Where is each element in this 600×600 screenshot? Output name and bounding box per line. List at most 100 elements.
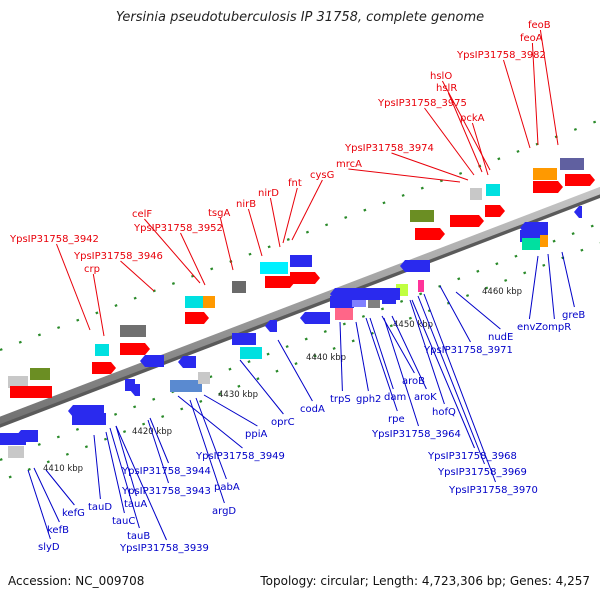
upper-gene-box	[8, 376, 28, 388]
lower-leader-line	[147, 419, 169, 484]
upper-leader-line	[503, 59, 531, 149]
lower-gene-label: aroK	[414, 392, 437, 403]
upper-gene-box	[260, 262, 288, 274]
lower-leader-line	[277, 339, 313, 402]
tick-guide-line	[0, 118, 600, 352]
upper-gene-box	[203, 296, 215, 308]
lower-gene-box	[240, 347, 262, 359]
upper-leader-line	[348, 168, 461, 183]
upper-leader-line	[447, 92, 483, 173]
lower-gene-label: kefG	[62, 508, 85, 519]
upper-gene-label: YpsIP31758_3946	[73, 251, 163, 262]
lower-leader-line	[561, 251, 575, 308]
scale-label: 4460 kbp	[482, 287, 522, 297]
upper-gene-box	[560, 158, 584, 170]
lower-leader-line	[411, 299, 475, 449]
upper-gene-label: YpsIP31758_3942	[9, 234, 99, 245]
lower-gene-arrow	[130, 384, 140, 396]
lower-leader-line	[365, 317, 398, 412]
lower-gene-label: tauA	[124, 499, 147, 510]
upper-leader-line	[471, 122, 489, 176]
upper-gene-label: YpsIP31758_3952	[133, 223, 223, 234]
lower-leader-line	[239, 359, 284, 415]
upper-gene-arrow	[415, 228, 445, 240]
upper-gene-arrow	[92, 362, 116, 374]
upper-gene-box	[470, 188, 482, 200]
lower-leader-line	[439, 285, 471, 343]
upper-gene-box	[410, 210, 434, 222]
lower-gene-box	[8, 446, 24, 458]
upper-gene-label: crp	[84, 264, 100, 275]
upper-gene-label: YpsIP31758_3974	[344, 143, 434, 154]
scale-label: 4440 kbp	[306, 353, 346, 363]
lower-leader-line	[109, 427, 140, 529]
lower-gene-label: tauB	[127, 531, 150, 542]
lower-gene-label: trpS	[330, 394, 351, 405]
lower-leader-line	[547, 253, 555, 320]
tick-guide-line	[0, 241, 600, 483]
lower-gene-box	[418, 280, 424, 292]
lower-leader-line	[417, 295, 485, 465]
upper-gene-label: feoA	[520, 33, 543, 44]
lower-gene-arrow	[16, 430, 38, 442]
upper-leader-line	[56, 243, 91, 331]
lower-gene-label: envZ	[517, 322, 542, 333]
upper-gene-box	[232, 281, 246, 293]
upper-gene-arrow	[485, 205, 505, 217]
lower-gene-box	[170, 380, 202, 392]
upper-leader-line	[219, 217, 234, 271]
lower-gene-label: dam	[384, 392, 406, 403]
lower-gene-label: kefB	[47, 525, 69, 536]
lower-gene-box	[232, 333, 256, 345]
lower-gene-label: ppiA	[245, 429, 267, 440]
upper-gene-arrow	[290, 272, 320, 284]
lower-leader-line	[27, 469, 51, 540]
upper-gene-label: hslO	[430, 71, 452, 82]
lower-leader-line	[189, 399, 225, 504]
upper-gene-label: pckA	[460, 113, 485, 124]
upper-gene-arrow	[265, 276, 295, 288]
lower-gene-label: aroB	[402, 376, 425, 387]
lower-leader-line	[149, 417, 169, 464]
upper-leader-line	[391, 152, 469, 181]
upper-leader-line	[120, 260, 155, 292]
lower-gene-label: pabA	[214, 482, 240, 493]
lower-gene-arrow	[330, 288, 400, 300]
lower-leader-line	[105, 431, 125, 514]
scale-label: 4430 kbp	[218, 390, 258, 400]
lower-leader-line	[177, 395, 243, 449]
lower-gene-arrow	[520, 222, 548, 234]
lower-gene-arrow	[574, 206, 582, 218]
upper-gene-label: nirB	[236, 199, 256, 210]
lower-gene-label: argD	[212, 506, 236, 517]
lower-leader-line	[391, 315, 427, 390]
lower-gene-label: YpsIP31758_3944	[121, 466, 211, 477]
lower-gene-label: YpsIP31758_3968	[427, 451, 517, 462]
upper-gene-label: fnt	[288, 178, 302, 189]
upper-gene-box	[486, 184, 500, 196]
lower-gene-arrow	[265, 320, 277, 332]
upper-gene-arrow	[565, 174, 595, 186]
upper-leader-line	[247, 208, 263, 257]
lower-gene-label: YpsIP31758_3964	[371, 429, 461, 440]
accession-text: Accession: NC_009708	[8, 574, 145, 588]
upper-gene-box	[95, 344, 109, 356]
lower-gene-label: rpe	[388, 414, 405, 425]
scale-label: 4410 kbp	[43, 464, 83, 474]
lower-leader-line	[369, 317, 394, 390]
lower-gene-arrow	[300, 312, 330, 324]
upper-gene-arrow	[450, 215, 484, 227]
upper-gene-arrow	[10, 386, 52, 398]
upper-gene-arrow	[120, 343, 150, 355]
lower-leader-line	[45, 469, 75, 506]
lower-leader-line	[383, 317, 419, 427]
upper-leader-line	[291, 179, 323, 241]
lower-gene-label: ompR	[542, 322, 571, 333]
lower-gene-box	[198, 372, 210, 384]
upper-gene-label: nirD	[258, 188, 279, 199]
upper-leader-line	[180, 232, 206, 286]
lower-gene-label: YpsIP31758_3970	[448, 485, 538, 496]
lower-leader-line	[455, 291, 501, 330]
lower-gene-arrow	[178, 356, 196, 368]
lower-gene-arrow	[400, 260, 430, 272]
